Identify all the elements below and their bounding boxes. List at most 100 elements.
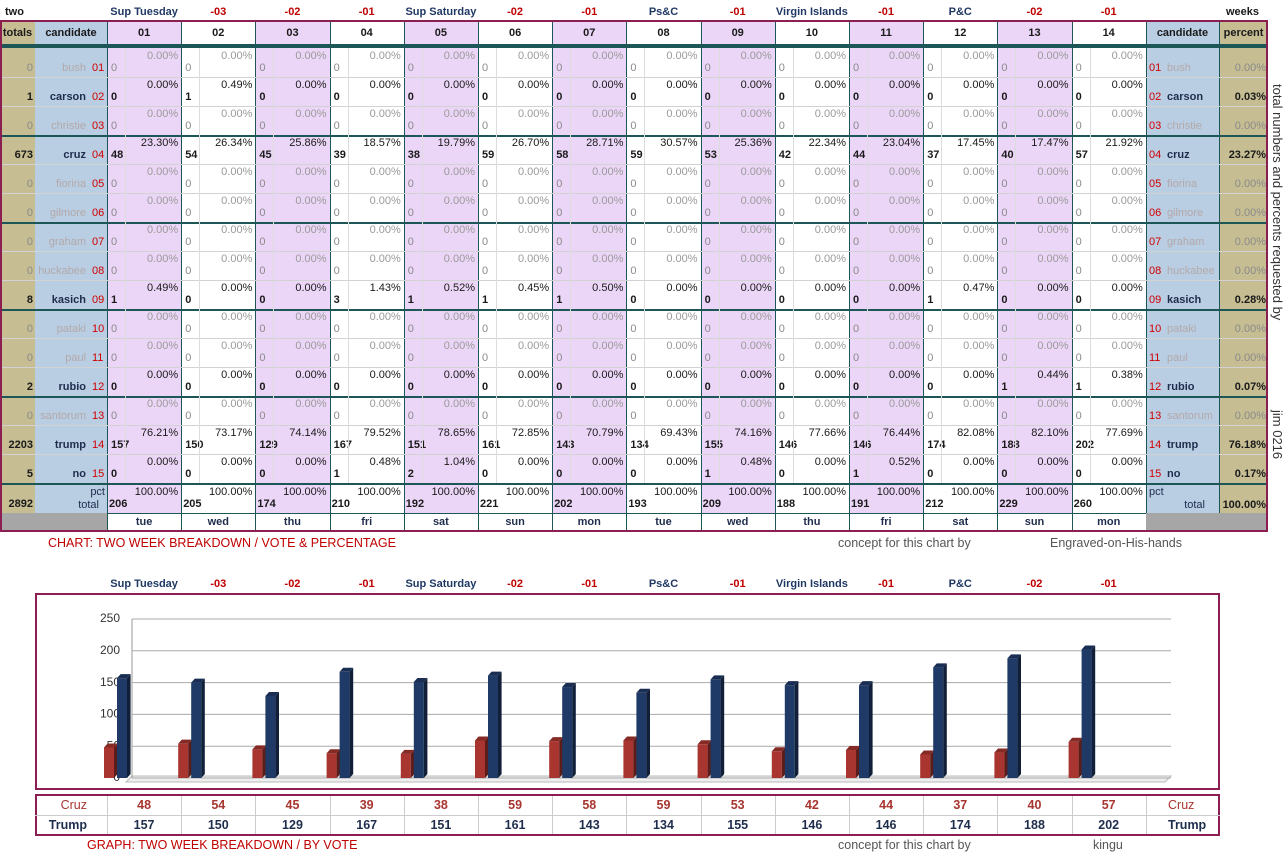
day-percent: 1.04% (443, 456, 475, 468)
day-total: 212 (925, 498, 944, 510)
day-percent: 0.00% (443, 340, 475, 352)
weekday: wed (207, 516, 229, 528)
day-percent: 0.00% (517, 253, 550, 265)
cell-divider (570, 222, 572, 251)
day-percent: 78.65% (437, 427, 475, 439)
day-percent: 0.00% (146, 195, 179, 207)
candidate-column (35, 22, 107, 513)
bar (413, 677, 428, 778)
day-percent: 0.00% (517, 108, 550, 120)
day-percent: 0.00% (666, 50, 698, 62)
row-line (0, 454, 1268, 455)
day-count: 1 (556, 294, 563, 306)
day-percent: 0.00% (443, 79, 475, 91)
day-count: 0 (778, 91, 785, 103)
day-count: 0 (333, 410, 340, 422)
cell-divider (644, 222, 646, 251)
day-percent: 0.00% (814, 79, 846, 91)
day-count: 0 (111, 468, 118, 480)
cell-divider (421, 193, 423, 222)
candidate-name: cruz (63, 149, 86, 161)
day-count: 1 (704, 468, 711, 480)
column-header: 11 (880, 27, 892, 39)
candidate-percent: 23.27% (1228, 149, 1266, 161)
day-count: 0 (1075, 91, 1082, 103)
cell-divider (496, 48, 497, 77)
day-percent: 0.00% (740, 311, 772, 323)
day-count: 0 (556, 381, 563, 393)
day-column (181, 22, 256, 532)
day-percent: 0.00% (592, 50, 624, 62)
cell-divider (273, 164, 275, 193)
cell-divider (273, 454, 275, 483)
candidate-percent: 0.17% (1234, 468, 1266, 480)
day-count: 0 (407, 323, 414, 335)
day-count: 0 (111, 178, 118, 190)
event-label: -01 (729, 6, 746, 18)
cell-divider (125, 106, 126, 135)
cell-divider (496, 454, 497, 483)
day-column (107, 22, 182, 532)
cell-divider (496, 425, 497, 454)
day-count: 0 (630, 265, 637, 277)
day-total-percent: 100.00% (357, 486, 401, 498)
day-total: 188 (776, 498, 796, 510)
bar-top (636, 688, 650, 693)
candidate-name: gilmore (49, 207, 86, 219)
day-separator (107, 513, 108, 532)
row-line (0, 367, 1268, 368)
cell-divider (125, 309, 126, 338)
day-percent: 0.00% (592, 369, 624, 381)
day-percent: 0.00% (592, 166, 624, 178)
day-percent: 0.00% (517, 79, 550, 91)
candidate-percent: 0.00% (1234, 410, 1266, 422)
day-count: 0 (407, 178, 414, 190)
event-label: P&C (948, 578, 972, 590)
day-percent: 0.45% (517, 282, 550, 294)
candidate-number: 06 (1149, 207, 1162, 219)
bar-top (252, 745, 266, 750)
day-total-percent: 100.00% (283, 486, 327, 498)
cell-divider (199, 338, 201, 367)
day-count: 0 (927, 207, 934, 219)
bar-top (1007, 654, 1021, 659)
day-percent: 19.79% (437, 137, 475, 149)
weekday: sat (952, 516, 969, 528)
day-count: 188 (1001, 439, 1020, 451)
grand-percent: 100.00% (1222, 499, 1266, 511)
day-count: 0 (185, 120, 192, 132)
cell-divider (347, 280, 349, 309)
graph-table-divider (626, 796, 628, 834)
graph-table-divider (849, 796, 850, 834)
day-column (774, 22, 849, 532)
event-label: -01 (878, 6, 895, 18)
candidate-name: pataki (56, 323, 86, 335)
day-percent: 0.00% (295, 166, 327, 178)
bar-side (572, 683, 576, 778)
day-count: 0 (778, 352, 785, 364)
candidate-percent: 0.28% (1234, 294, 1266, 306)
day-percent: 0.00% (146, 253, 179, 265)
day-column (552, 22, 627, 532)
graph-table-divider (700, 796, 702, 834)
day-count: 0 (259, 381, 266, 393)
bar-side (188, 739, 192, 778)
bar (846, 746, 860, 778)
bar (920, 750, 934, 778)
day-percent: 1.43% (369, 282, 401, 294)
cell-divider (867, 338, 868, 367)
day-total: 221 (480, 498, 499, 510)
day-total-percent: 100.00% (505, 486, 550, 498)
day-percent: 0.00% (443, 108, 475, 120)
cell-divider (570, 251, 572, 280)
weekday: thu (283, 516, 302, 528)
bar-side (423, 677, 428, 778)
bar-top (846, 746, 860, 751)
percent-column (1219, 22, 1268, 513)
day-count: 0 (853, 410, 860, 422)
event-label: -02 (284, 578, 301, 590)
cell-divider (1015, 425, 1017, 454)
day-percent: 0.00% (146, 166, 179, 178)
day-percent: 18.57% (363, 137, 401, 149)
bar (562, 683, 576, 778)
